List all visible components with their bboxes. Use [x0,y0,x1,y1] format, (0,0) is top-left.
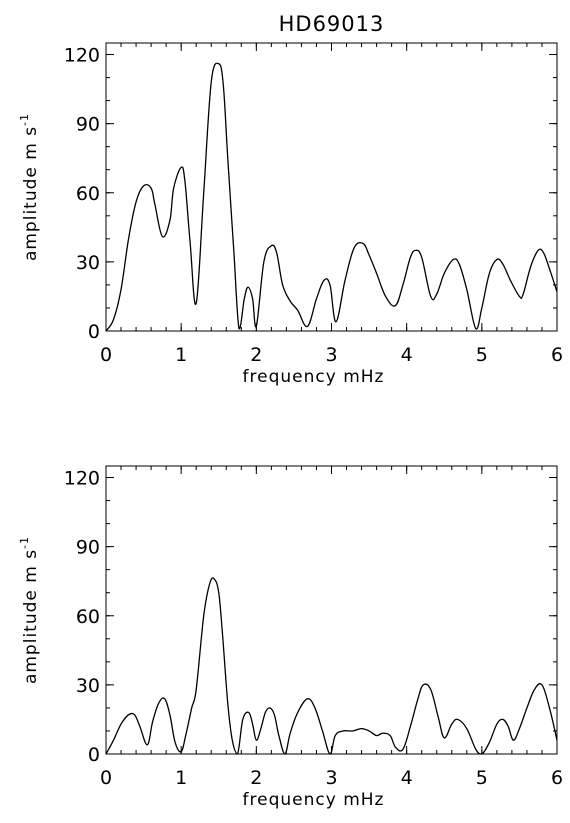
y-tick-label: 60 [76,183,100,205]
x-tick-label: 3 [325,344,337,366]
y-tick-label: 0 [88,744,100,766]
x-tick-label: 5 [476,344,488,366]
x-tick-label: 1 [175,344,187,366]
series-line-1 [105,62,558,332]
y-tick-label: 120 [64,45,100,67]
series-line-1 [105,577,558,755]
x-tick-label: 6 [551,344,563,366]
y-tick-label: 60 [76,606,100,628]
x-tick-label: 4 [401,767,413,789]
y-tick-label: 90 [76,537,100,559]
y-tick-label: 30 [76,252,100,274]
x-tick-label: 6 [551,767,563,789]
x-tick-label: 2 [250,767,262,789]
chart-title: HD69013 [279,12,385,36]
x-tick-label: 3 [325,767,337,789]
y-axis-label-text: amplitude m s [21,549,41,684]
x-tick-label: 0 [100,767,112,789]
x-axis-label: frequency mHz [243,367,385,387]
x-axis-label: frequency mHz [243,790,385,810]
y-axis-label-superscript: -1 [18,536,31,549]
y-axis-label-superscript: -1 [18,113,31,126]
x-tick-label: 2 [250,344,262,366]
y-tick-label: 120 [64,468,100,490]
y-tick-label: 90 [76,114,100,136]
y-axis-label: amplitude m s-1 [18,536,41,684]
y-axis-label-text: amplitude m s [21,126,41,261]
x-tick-label: 1 [175,767,187,789]
x-tick-label: 4 [401,344,413,366]
y-axis-label: amplitude m s-1 [18,113,41,261]
y-tick-label: 0 [88,321,100,343]
x-tick-label: 5 [476,767,488,789]
x-tick-label: 0 [100,344,112,366]
y-tick-label: 30 [76,675,100,697]
plot-frame [105,465,558,755]
